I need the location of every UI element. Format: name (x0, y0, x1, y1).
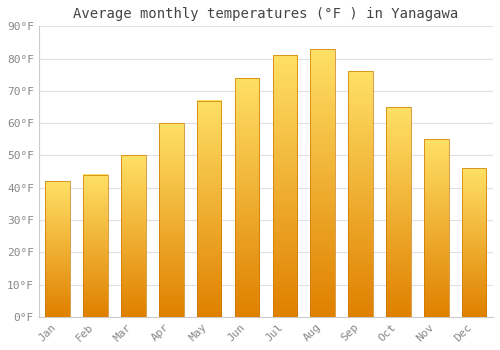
Bar (84, 175, 108, 317)
Bar (462, 168, 486, 317)
Bar (348, 71, 373, 317)
Bar (386, 107, 410, 317)
Bar (121, 155, 146, 317)
Bar (159, 123, 184, 317)
Bar (424, 139, 448, 317)
Bar (197, 100, 222, 317)
Bar (46, 181, 70, 317)
Bar (234, 78, 260, 317)
Bar (310, 49, 335, 317)
Bar (272, 55, 297, 317)
Title: Average monthly temperatures (°F ) in Yanagawa: Average monthly temperatures (°F ) in Ya… (74, 7, 458, 21)
